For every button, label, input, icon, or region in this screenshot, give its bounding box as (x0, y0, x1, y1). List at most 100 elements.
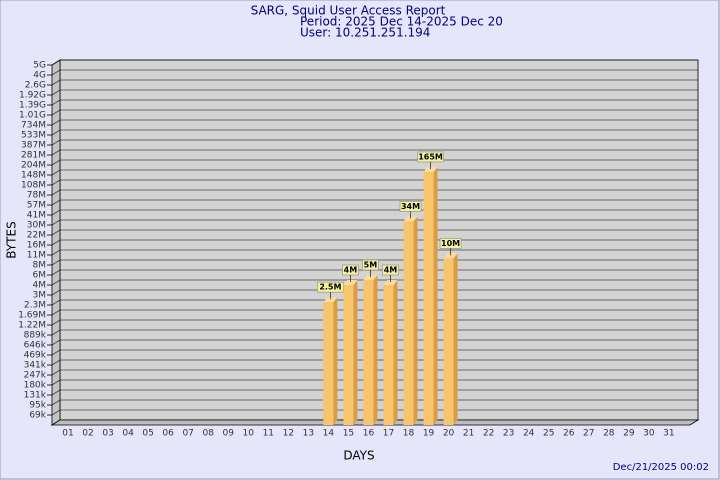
y-tick-label: 69k (29, 411, 46, 421)
grid-line (51, 319, 698, 326)
bar-side (433, 166, 438, 425)
grid-line (51, 309, 698, 316)
y-tick-label: 78M (27, 191, 46, 201)
grid-line (51, 269, 698, 276)
grid-line (51, 129, 698, 136)
x-tick-label: 11 (263, 429, 274, 439)
y-tick-label: 5G (33, 61, 46, 71)
timestamp: Dec/21/2025 00:02 (613, 462, 709, 473)
y-tick-label: 11M (27, 251, 46, 261)
grid-line (51, 259, 698, 266)
bar (323, 302, 334, 425)
period: Period: 2025 Dec 14-2025 Dec 20 (300, 15, 503, 29)
y-tick-label: 533M (21, 131, 46, 141)
y-tick-label: 646k (24, 341, 47, 351)
grid-line (51, 349, 698, 356)
x-tick-label: 13 (303, 429, 314, 439)
y-tick-label: 1.92G (19, 91, 46, 101)
x-tick-label: 15 (343, 429, 354, 439)
grid-line (51, 239, 698, 246)
user: User: 10.251.251.194 (300, 26, 430, 40)
x-tick-label: 19 (423, 429, 435, 439)
grid-line (51, 219, 698, 226)
x-tick-label: 18 (403, 429, 415, 439)
x-tick-label: 05 (142, 429, 153, 439)
y-tick-label: 2.6G (25, 81, 46, 91)
grid-line (51, 249, 698, 256)
value-label: 165M (418, 152, 443, 161)
y-tick-label: 180k (24, 381, 47, 391)
grid-line (51, 389, 698, 396)
x-tick-label: 12 (283, 429, 294, 439)
bar-top (423, 166, 438, 172)
grid-line (51, 289, 698, 296)
grid-line (51, 189, 698, 196)
y-axis-label: BYTES (5, 221, 19, 258)
x-tick-label: 27 (583, 429, 594, 439)
x-tick-label: 09 (223, 429, 235, 439)
grid-line (51, 59, 698, 66)
y-tick-label: 3M (33, 291, 47, 301)
x-axis-label: DAYS (343, 449, 374, 463)
bar-side (413, 216, 418, 425)
y-tick-label: 41M (27, 211, 46, 221)
y-tick-label: 247k (24, 371, 47, 381)
y-tick-label: 22M (27, 231, 46, 241)
x-tick-label: 07 (182, 429, 193, 439)
grid-line (51, 379, 698, 386)
bar-side (393, 280, 398, 425)
grid-line (51, 109, 698, 116)
y-tick-label: 148M (21, 171, 46, 181)
value-label: 4M (384, 266, 398, 275)
grid-line (51, 139, 698, 146)
y-tick-label: 108M (21, 181, 46, 191)
x-tick-label: 16 (363, 429, 375, 439)
bar-top (343, 280, 358, 285)
x-tick-label: 03 (102, 429, 113, 439)
x-tick-label: 29 (623, 429, 635, 439)
bar-side (373, 275, 378, 425)
value-label: 10M (441, 239, 460, 248)
y-tick-label: 6M (33, 271, 47, 281)
y-tick-label: 469k (24, 351, 47, 361)
y-tick-label: 4M (33, 281, 47, 291)
y-tick-label: 1.22M (18, 321, 46, 331)
y-tick-label: 734M (21, 121, 46, 131)
bar (383, 285, 394, 425)
x-tick-label: 20 (443, 429, 455, 439)
x-tick-label: 06 (162, 429, 174, 439)
value-label: 4M (344, 266, 358, 275)
bar-top (403, 216, 418, 222)
grid-line (51, 209, 698, 216)
bar-top (443, 253, 458, 259)
grid-line (51, 299, 698, 306)
y-tick-label: 57M (27, 201, 46, 211)
x-tick-label: 17 (383, 429, 394, 439)
y-tick-label: 1.01G (19, 111, 46, 121)
x-tick-label: 24 (523, 429, 535, 439)
y-tick-label: 889k (24, 331, 47, 341)
x-tick-label: 26 (563, 429, 575, 439)
bar-top (383, 280, 398, 285)
grid-line (51, 229, 698, 236)
bar-side (453, 253, 458, 425)
y-tick-label: 30M (27, 221, 46, 231)
bar-top (323, 297, 338, 303)
grid-line (51, 339, 698, 346)
grid-line (51, 329, 698, 336)
y-tick-label: 16M (27, 241, 46, 251)
x-tick-label: 02 (82, 429, 93, 439)
y-tick-label: 131k (24, 391, 47, 401)
grid-line (51, 199, 698, 206)
x-tick-label: 04 (122, 429, 134, 439)
x-tick-label: 08 (202, 429, 214, 439)
grid-line (51, 359, 698, 366)
grid-line (51, 399, 698, 406)
y-tick-label: 387M (21, 141, 46, 151)
x-tick-label: 22 (483, 429, 494, 439)
bar (343, 285, 354, 425)
y-tick-label: 2.3M (24, 301, 46, 311)
x-tick-label: 28 (603, 429, 615, 439)
x-tick-label: 21 (463, 429, 474, 439)
